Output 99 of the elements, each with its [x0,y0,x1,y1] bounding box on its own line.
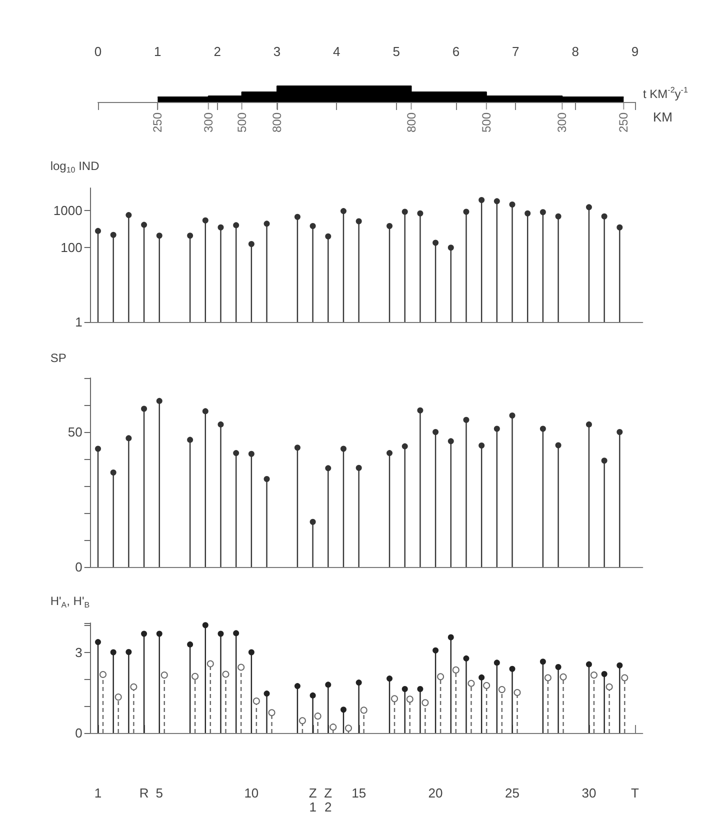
point [540,426,546,432]
point [310,223,316,230]
point [478,197,485,204]
point [110,470,116,476]
x-tick-label: 15 [352,786,366,800]
point [417,407,424,414]
x-tick-label: R [139,786,149,800]
y-tick-label: 0 [75,726,82,740]
point [524,210,531,216]
point [141,406,148,412]
point [248,450,254,457]
x-tick-label: 10 [244,786,259,800]
point [95,228,101,234]
point [218,421,224,428]
y-tick-label: 0 [75,560,82,574]
point [586,204,592,210]
x-tick-label: 30 [582,786,596,800]
x-tick-label: 9 [631,44,639,59]
point [110,232,116,238]
point [616,224,623,230]
x-tick-label: 5 [392,44,400,59]
point [432,429,439,435]
x-tick-label: 5 [156,786,163,800]
point [264,476,270,482]
x-tick-label: 20 [428,786,443,800]
point [248,240,254,247]
x-tick-label: 7 [512,44,520,59]
y-tick-label: 50 [68,424,82,440]
y-axis-title: SP [50,351,66,365]
point [601,213,608,220]
y-tick-label: 3 [75,645,82,660]
data-label: 250 [616,112,631,133]
point [126,435,132,442]
y-tick-label: 1000 [53,202,82,218]
data-label: 800 [404,112,418,133]
data-label: 300 [555,112,570,133]
data-label: 300 [201,112,216,133]
point [494,426,500,432]
point [233,222,240,228]
data-label: 800 [270,112,284,133]
point [494,198,500,204]
y-tick-label: 1 [75,314,82,330]
point [294,214,300,220]
point [202,217,208,224]
data-label: 500 [479,112,494,133]
point [187,436,194,443]
x-tick-label: 8 [572,44,579,59]
x-tick-label: 0 [94,44,102,59]
point [555,213,562,220]
point [509,412,516,419]
x-tick-label: Z 2 [324,786,332,814]
point [386,223,393,230]
point [417,210,424,216]
point [294,444,300,451]
point [540,209,546,216]
point [616,429,623,435]
point [187,232,194,239]
point [141,222,148,228]
x-tick-label: 6 [452,44,460,59]
point [264,220,270,227]
point [202,408,208,414]
point [95,446,101,452]
point [386,450,393,456]
point [218,224,224,230]
point [325,465,332,472]
point [448,438,454,444]
point [448,244,454,251]
x-tick-label: 1 [94,786,102,800]
point [340,208,346,214]
point [356,464,362,471]
point [601,458,608,464]
x-axis-title: KM [653,110,672,124]
point [310,518,316,525]
x-tick-label: T [631,786,640,800]
point [586,421,592,428]
x-tick-label: 4 [333,44,340,59]
data-label: 250 [150,112,165,133]
point [325,233,332,240]
x-tick-label: 25 [505,786,520,800]
point [156,398,162,404]
point [356,218,362,224]
x-tick-label: Z 1 [308,786,317,814]
x-tick-label: 1 [154,44,162,59]
point [156,232,162,239]
point [463,208,470,215]
point [432,240,439,246]
point [555,442,562,448]
point [233,450,240,456]
point [463,416,470,423]
y-tick-label: 100 [60,240,82,256]
point [402,443,408,450]
point [126,212,132,218]
point [478,442,485,448]
point [402,208,408,215]
x-tick-label: 2 [214,44,221,59]
point [509,202,516,208]
x-tick-label: 3 [273,44,281,59]
data-label: 500 [234,112,249,133]
point [340,446,346,452]
